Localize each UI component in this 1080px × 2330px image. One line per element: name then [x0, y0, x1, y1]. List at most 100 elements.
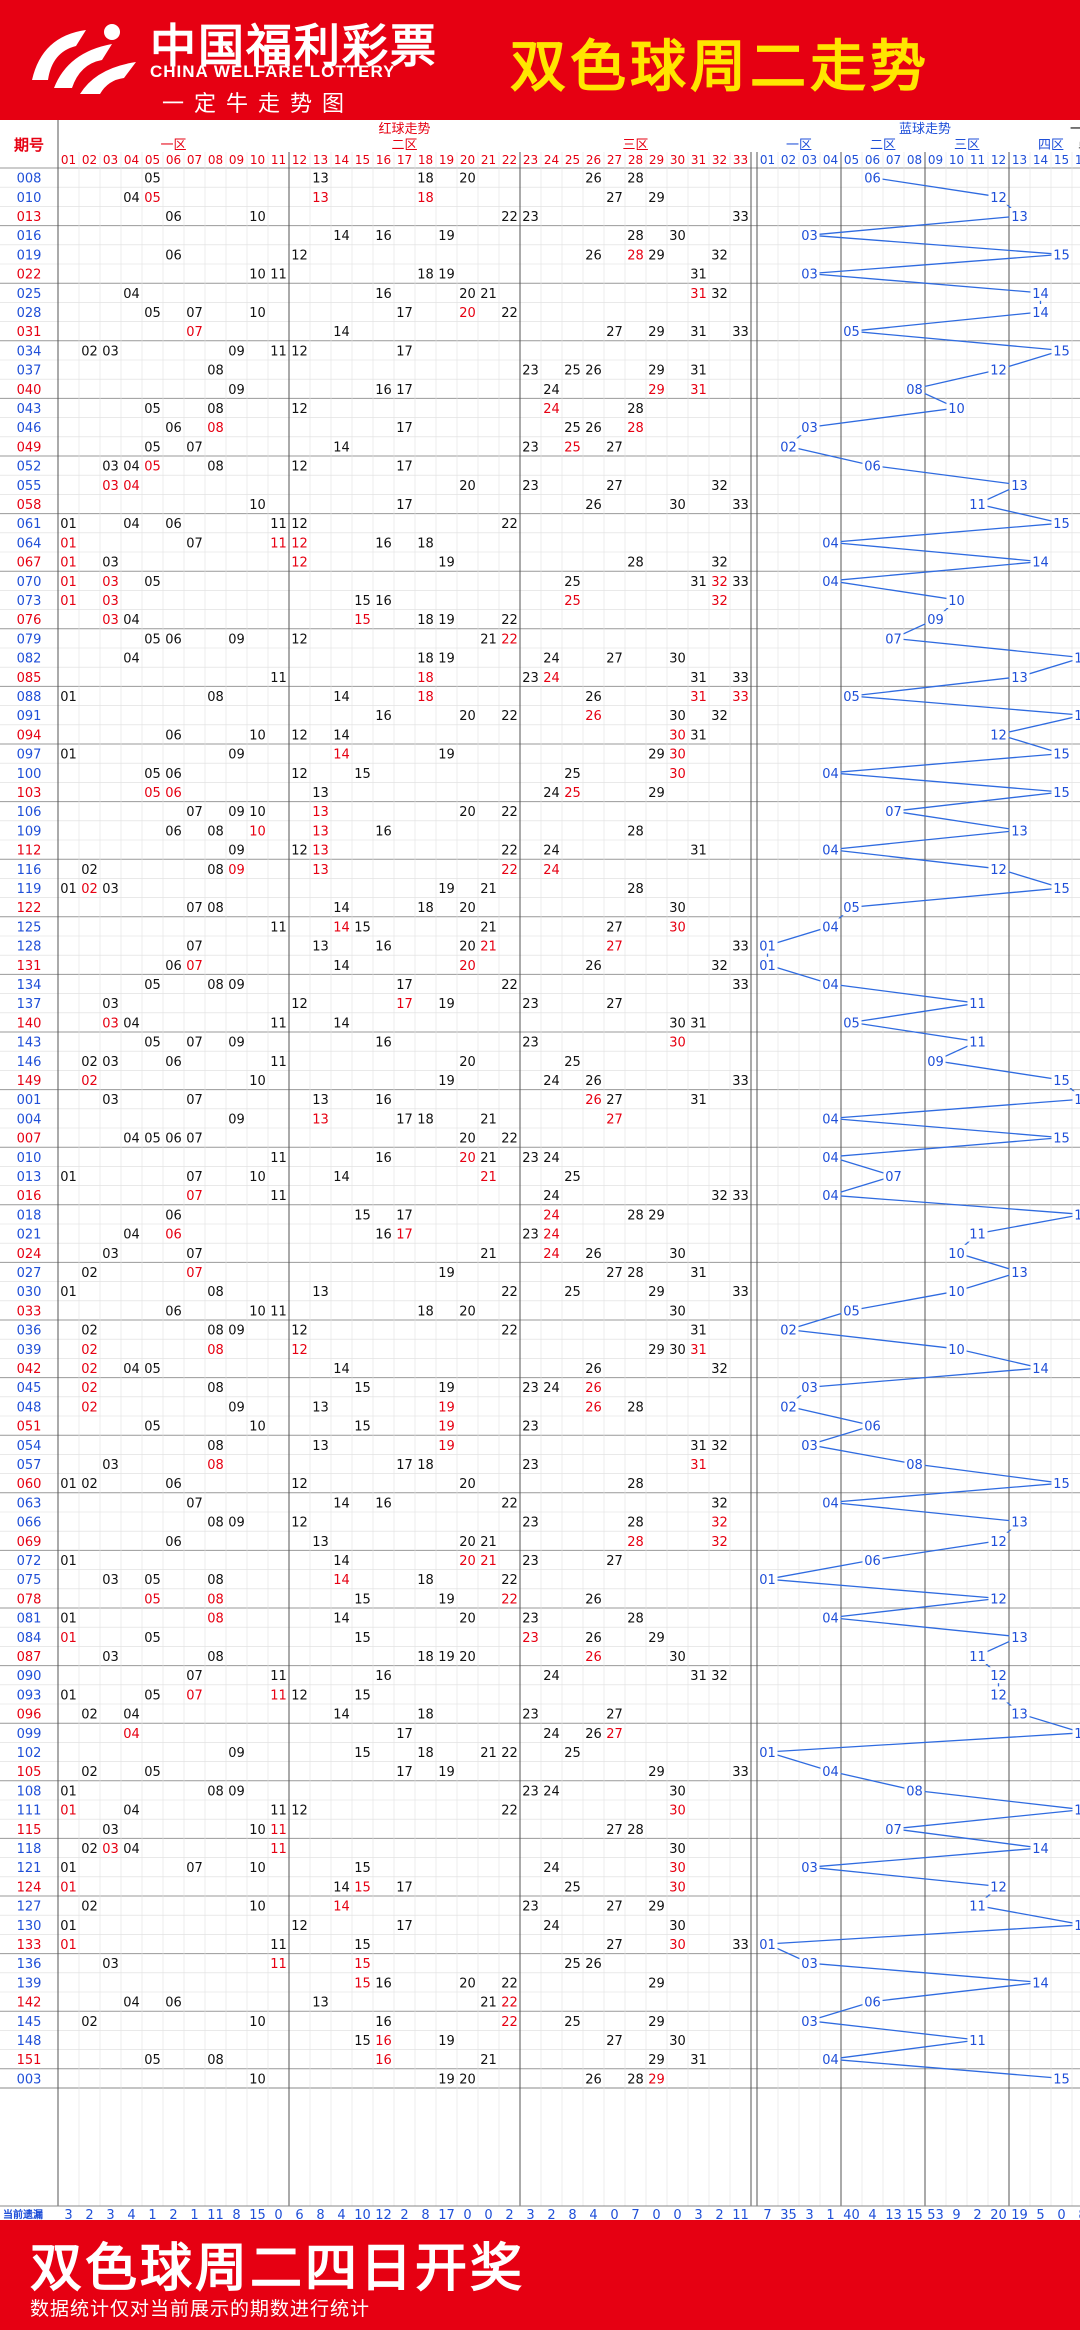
red-ball-number: 20	[459, 709, 476, 724]
issue-number: 133	[17, 1938, 42, 1953]
red-ball-number: 02	[81, 1708, 98, 1723]
red-ball-number: 28	[627, 1535, 644, 1550]
blue-ball-backdrop	[1030, 1974, 1051, 1991]
red-ball-number: 29	[648, 1631, 665, 1646]
red-ball-number: 15	[354, 1957, 371, 1972]
issue-number: 079	[17, 632, 42, 647]
red-ball-number: 14	[333, 1362, 350, 1377]
red-ball-number: 26	[585, 1093, 602, 1108]
red-ball-number: 20	[459, 901, 476, 916]
blue-ball-backdrop	[1009, 1513, 1030, 1530]
blue-ball-number: 08	[906, 1784, 923, 1799]
red-ball-number: 02	[81, 1324, 98, 1339]
red-ball-number: 28	[627, 2072, 644, 2087]
blue-ball-backdrop	[757, 937, 778, 954]
red-ball-number: 17	[396, 1228, 413, 1243]
issue-number: 018	[17, 1208, 42, 1223]
red-ball-number: 09	[228, 1324, 245, 1339]
issue-number: 010	[17, 1151, 42, 1166]
blue-ball-backdrop	[757, 1571, 778, 1588]
red-number-header: 24	[544, 153, 559, 167]
issue-number: 091	[17, 709, 42, 724]
blue-ball-backdrop	[1072, 1916, 1080, 1933]
blue-ball-backdrop	[1030, 1360, 1051, 1376]
blue-ball-backdrop	[799, 1379, 820, 1396]
red-ball-number: 15	[354, 1592, 371, 1607]
blue-ball-backdrop	[967, 1225, 988, 1242]
red-ball-number: 04	[123, 1132, 140, 1147]
red-ball-number: 26	[585, 1650, 602, 1665]
blue-ball-number: 16	[1074, 1804, 1080, 1819]
blue-ball-backdrop	[1030, 284, 1051, 301]
blue-ball-number: 04	[822, 920, 839, 935]
red-ball-number: 11	[270, 1938, 287, 1953]
blue-number-header: 15	[1054, 153, 1069, 167]
blue-trend-line	[766, 176, 1080, 2080]
blue-ball-backdrop	[1009, 1705, 1030, 1722]
red-ball-number: 32	[711, 1535, 728, 1550]
blue-ball-number: 06	[864, 1554, 881, 1569]
red-ball-number: 05	[144, 767, 161, 782]
red-ball-number: 04	[123, 479, 140, 494]
red-ball-number: 20	[459, 1151, 476, 1166]
red-ball-number: 11	[270, 517, 287, 532]
red-ball-number: 15	[354, 594, 371, 609]
red-ball-number: 12	[291, 1919, 308, 1934]
red-ball-number: 17	[396, 1112, 413, 1127]
red-ball-number: 04	[123, 1842, 140, 1857]
issue-number: 064	[17, 536, 42, 551]
blue-ball-number: 11	[969, 1228, 986, 1243]
red-ball-number: 16	[375, 1669, 392, 1684]
red-ball-number: 24	[543, 383, 560, 398]
red-ball-number: 13	[312, 1285, 329, 1300]
blue-ball-number: 12	[990, 1880, 1007, 1895]
red-ball-number: 26	[585, 248, 602, 263]
red-ball-number: 03	[102, 1823, 119, 1838]
red-zone-header: 一区	[160, 138, 186, 153]
red-ball-number: 14	[333, 920, 350, 935]
red-ball-number: 11	[270, 1189, 287, 1204]
red-ball-number: 03	[102, 882, 119, 897]
issue-number: 073	[17, 594, 42, 609]
issue-number: 136	[17, 1957, 42, 1972]
blue-ball-number: 12	[990, 1535, 1007, 1550]
red-ball-number: 24	[543, 1669, 560, 1684]
stat-blue-value: 15	[906, 2208, 923, 2220]
red-ball-number: 31	[690, 728, 707, 743]
red-number-header: 31	[691, 153, 706, 167]
issue-number: 131	[17, 959, 42, 974]
red-ball-number: 15	[354, 1631, 371, 1646]
stat-red-value: 0	[463, 2208, 471, 2220]
blue-ball-number: 06	[864, 1420, 881, 1435]
red-ball-number: 28	[627, 556, 644, 571]
stat-red-value: 11	[207, 2208, 224, 2220]
red-ball-number: 14	[333, 1016, 350, 1031]
red-ball-number: 29	[648, 1900, 665, 1915]
draw-schedule-title: 双色球周二四日开奖	[30, 2239, 526, 2299]
red-ball-number: 18	[417, 652, 434, 667]
chart-background	[0, 120, 1080, 2220]
red-ball-number: 06	[165, 959, 182, 974]
red-ball-number: 28	[627, 1400, 644, 1415]
red-ball-number: 30	[669, 2034, 686, 2049]
issue-number: 151	[17, 2053, 42, 2068]
red-number-header: 20	[460, 153, 475, 167]
blue-ball-number: 03	[801, 2015, 818, 2030]
red-ball-number: 06	[165, 1996, 182, 2011]
red-zone-header: 二区	[391, 138, 417, 153]
red-ball-number: 12	[291, 248, 308, 263]
red-ball-number: 33	[732, 940, 749, 955]
red-ball-number: 20	[459, 1304, 476, 1319]
red-ball-number: 18	[417, 671, 434, 686]
red-number-header: 32	[712, 153, 727, 167]
red-ball-number: 20	[459, 940, 476, 955]
red-ball-number: 07	[186, 1669, 203, 1684]
red-ball-number: 27	[606, 1093, 623, 1108]
red-ball-number: 16	[375, 2034, 392, 2049]
blue-number-header: 03	[802, 153, 817, 167]
stat-red-value: 17	[438, 2208, 455, 2220]
red-ball-number: 12	[291, 1343, 308, 1358]
blue-number-header: 09	[928, 153, 943, 167]
red-ball-number: 28	[627, 421, 644, 436]
stat-red-value: 8	[316, 2208, 324, 2220]
